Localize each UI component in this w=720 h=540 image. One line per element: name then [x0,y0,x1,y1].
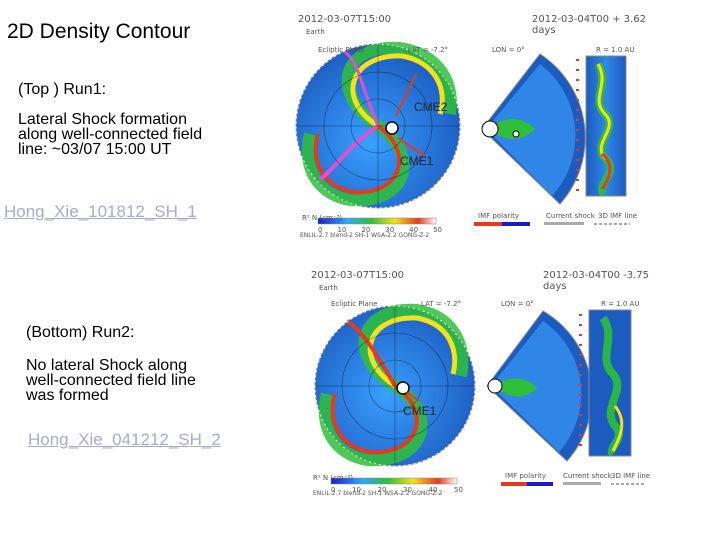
tick: 0 [331,486,336,494]
tick: 10 [352,486,361,494]
bottom-desc-line-3: was formed [26,387,109,404]
tick: 40 [409,226,419,234]
top-earth-label: Earth [306,28,325,36]
top-date-left: 2012-03-07T15:00 [298,14,392,25]
bottom-earth-label: Earth [319,284,338,292]
bottom-line-legend: 3D IMF line [611,472,651,480]
top-desc-line-1: Lateral Shock formation [18,111,187,128]
bottom-imf-legend: IMF polarity [505,472,547,480]
top-line-legend: 3D IMF line [598,212,638,220]
tick: 20 [377,486,387,494]
top-cme2-label: CME2 [414,100,448,114]
top-lon-label: LON = 0° [492,46,525,54]
bottom-date-left: 2012-03-07T15:00 [311,270,405,281]
bottom-cme1-label: CME1 [403,404,437,418]
bottom-date-right: 2012-03-04T00 -3.75 days [543,270,650,292]
slide-title: 2D Density Contour [7,20,191,43]
tick: 40 [428,486,438,494]
bottom-ecliptic-label: Ecliptic Plane [331,300,378,308]
top-colorbar-ticks: 0 10 20 30 40 50 [318,226,442,234]
tick: 30 [385,226,395,234]
tick: 30 [403,486,412,494]
tick: 50 [433,226,442,234]
bottom-run-heading: (Bottom) Run2: [26,324,135,341]
bottom-lat-label: LAT = -7.2° [421,300,462,308]
top-colorbar-label: R² N (cm⁻³) [302,214,342,222]
top-r-label: R = 1.0 AU [596,46,635,54]
top-cme1-label: CME1 [400,154,434,168]
bottom-shock-legend: Current shock [563,472,612,480]
bottom-lon-label: LON = 0° [501,300,534,308]
top-simulation-image: 2012-03-07T15:00 2012-03-04T00 + 3.62 da… [290,4,660,240]
tick: 50 [454,486,463,494]
top-desc-line-2: along well-connected field [18,126,203,143]
top-run-link[interactable]: Hong_Xie_101812_SH_1 [4,202,197,221]
tick: 20 [361,226,371,234]
bottom-run-description: No lateral Shock along well-connected fi… [26,357,286,404]
top-imf-legend: IMF polarity [478,212,520,220]
top-desc-line-3: line: ~03/07 15:00 UT [18,141,172,158]
bottom-colorbar-label: R² N (cm⁻³) [313,474,353,482]
top-date-right: 2012-03-04T00 + 3.62 days [532,14,646,36]
top-footer: ENLIL-2.7 blend-2 SH-1 WSA-2.2 GONG-Z-2 [300,232,430,239]
bottom-desc-line-1: No lateral Shock along [26,357,187,374]
bottom-simulation-svg [314,303,645,486]
tick: 0 [318,226,323,234]
density-colorbar [317,217,437,225]
cme-arrow [395,73,417,117]
top-shock-legend: Current shock [546,212,595,220]
top-lat-label: LAT = -7.2° [408,46,449,54]
bottom-desc-line-2: well-connected field line [26,372,196,389]
top-run-heading: (Top ) Run1: [18,81,107,98]
bottom-footer: ENLIL-2.7 blend-2 SH-1 WSA-2.2 GONG-Z-2 [313,490,443,497]
bottom-simulation-image: 2012-03-07T15:00 2012-03-04T00 -3.75 day… [305,266,667,497]
top-ecliptic-label: Ecliptic Plane [318,46,365,54]
bottom-run-link[interactable]: Hong_Xie_041212_SH_2 [28,430,221,449]
bottom-colorbar-ticks: 0 10 20 30 40 50 [331,486,463,494]
bottom-r-label: R = 1.0 AU [601,300,640,308]
top-simulation-svg [295,41,630,226]
density-colorbar [330,477,458,485]
tick: 10 [337,226,347,234]
top-run-description: Lateral Shock formation along well-conne… [18,111,278,158]
